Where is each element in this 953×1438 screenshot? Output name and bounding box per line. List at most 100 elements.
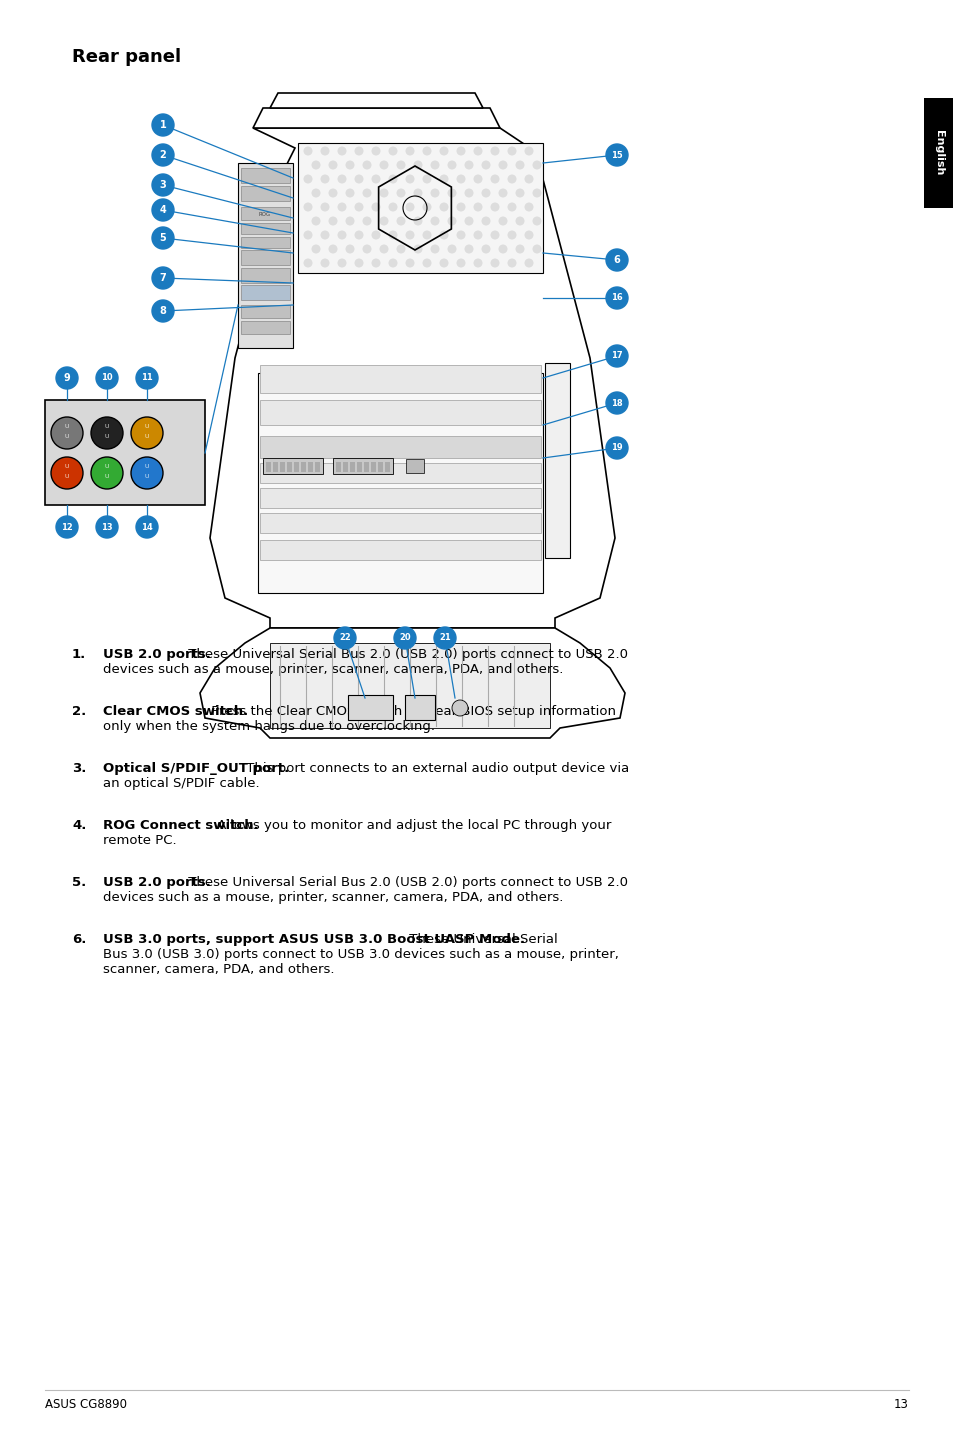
Circle shape (430, 188, 439, 197)
Circle shape (490, 203, 499, 211)
Circle shape (490, 230, 499, 240)
Text: U: U (105, 475, 110, 479)
Text: 15: 15 (611, 151, 622, 160)
Text: 8: 8 (159, 306, 166, 316)
Circle shape (303, 174, 313, 184)
Circle shape (473, 203, 482, 211)
Bar (260, 436, 540, 457)
Text: 3.: 3. (71, 762, 87, 775)
Text: remote PC.: remote PC. (103, 834, 176, 847)
Circle shape (320, 174, 329, 184)
Circle shape (605, 437, 627, 459)
Text: 5.: 5. (71, 876, 86, 889)
Circle shape (507, 147, 516, 155)
Circle shape (498, 188, 507, 197)
Text: English: English (933, 131, 943, 175)
Text: only when the system hangs due to overclocking.: only when the system hangs due to overcl… (103, 720, 435, 733)
Bar (237, 162, 293, 348)
Circle shape (320, 203, 329, 211)
Text: 19: 19 (611, 443, 622, 453)
Bar (260, 541, 540, 559)
Circle shape (422, 203, 431, 211)
Circle shape (379, 188, 388, 197)
Text: devices such as a mouse, printer, scanner, camera, PDA, and others.: devices such as a mouse, printer, scanne… (103, 892, 563, 905)
Text: U: U (145, 475, 149, 479)
Circle shape (605, 249, 627, 270)
Circle shape (337, 203, 346, 211)
Circle shape (362, 161, 371, 170)
Text: 11: 11 (141, 374, 152, 383)
Circle shape (337, 230, 346, 240)
Circle shape (328, 188, 337, 197)
Circle shape (439, 259, 448, 267)
Circle shape (507, 230, 516, 240)
Circle shape (152, 174, 173, 196)
Text: 6: 6 (613, 255, 619, 265)
Circle shape (152, 114, 173, 137)
Circle shape (396, 244, 405, 253)
Text: 6.: 6. (71, 933, 87, 946)
Circle shape (131, 417, 163, 449)
Circle shape (464, 217, 473, 226)
Text: 18: 18 (611, 398, 622, 407)
Circle shape (152, 267, 173, 289)
Circle shape (388, 174, 397, 184)
Bar (335, 462, 340, 472)
Text: ASUS CG8890: ASUS CG8890 (45, 1398, 127, 1411)
Circle shape (371, 174, 380, 184)
Text: U: U (105, 424, 110, 430)
Circle shape (152, 198, 173, 221)
Bar (308, 462, 313, 472)
Bar (257, 372, 542, 592)
Circle shape (532, 244, 541, 253)
Text: 21: 21 (438, 634, 451, 643)
Polygon shape (270, 93, 482, 108)
Bar (385, 462, 390, 472)
Text: 13: 13 (893, 1398, 908, 1411)
Circle shape (396, 161, 405, 170)
Circle shape (422, 259, 431, 267)
Circle shape (96, 516, 118, 538)
Bar (348, 695, 393, 720)
Circle shape (320, 259, 329, 267)
Circle shape (328, 161, 337, 170)
Text: U: U (65, 434, 70, 440)
Bar (241, 207, 290, 220)
Circle shape (439, 203, 448, 211)
Bar (371, 462, 375, 472)
Text: U: U (65, 475, 70, 479)
Text: 2.: 2. (71, 705, 86, 718)
Text: U: U (65, 464, 70, 469)
Circle shape (337, 259, 346, 267)
Circle shape (456, 174, 465, 184)
Bar (923, 98, 953, 209)
Circle shape (355, 259, 363, 267)
Circle shape (422, 147, 431, 155)
Circle shape (473, 174, 482, 184)
Text: 13: 13 (101, 522, 112, 532)
Circle shape (379, 244, 388, 253)
Bar (241, 168, 290, 183)
Polygon shape (253, 108, 499, 128)
Circle shape (481, 161, 490, 170)
Circle shape (532, 161, 541, 170)
Text: 1.: 1. (71, 649, 86, 661)
Circle shape (405, 174, 414, 184)
Circle shape (524, 147, 533, 155)
Circle shape (452, 700, 468, 716)
Bar (241, 223, 290, 234)
Circle shape (371, 230, 380, 240)
Text: 4: 4 (159, 206, 166, 216)
Text: 7: 7 (159, 273, 166, 283)
Text: 3: 3 (159, 180, 166, 190)
Bar (343, 462, 348, 472)
Circle shape (91, 457, 123, 489)
Circle shape (473, 230, 482, 240)
Bar (405, 695, 435, 720)
Circle shape (345, 161, 355, 170)
Text: devices such as a mouse, printer, scanner, camera, PDA, and others.: devices such as a mouse, printer, scanne… (103, 663, 563, 676)
Circle shape (464, 188, 473, 197)
Text: U: U (145, 464, 149, 469)
Bar (314, 462, 319, 472)
Bar (356, 462, 361, 472)
